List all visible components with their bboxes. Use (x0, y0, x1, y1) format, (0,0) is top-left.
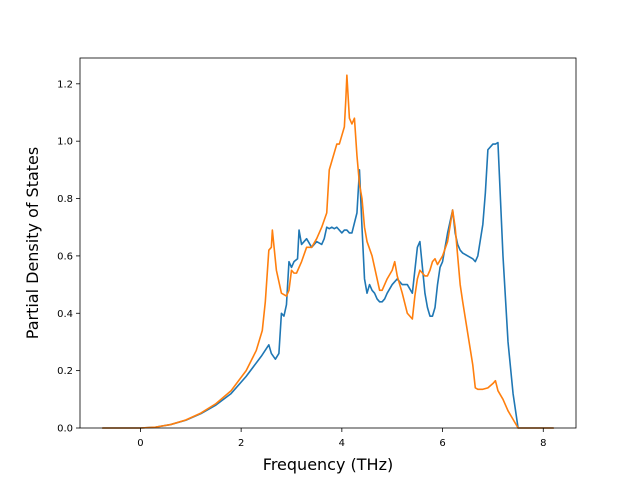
x-tick-label: 6 (439, 438, 445, 449)
y-tick-label: 0.0 (57, 424, 73, 435)
x-axis-title: Frequency (THz) (263, 455, 393, 474)
series-line-1 (101, 141, 555, 429)
series-layer (101, 74, 555, 429)
y-tick-label: 1.2 (57, 79, 73, 90)
series-line-2 (101, 74, 555, 429)
y-tick-label: 0.8 (57, 194, 73, 205)
x-tick-label: 2 (238, 438, 244, 449)
y-tick-label: 0.2 (57, 366, 73, 377)
x-tick-label: 8 (540, 438, 546, 449)
y-axis-title: Partial Density of States (23, 147, 42, 339)
x-tick-label: 4 (339, 438, 345, 449)
x-axis: 0 2 4 6 8 (137, 428, 546, 449)
x-tick-label: 0 (137, 438, 143, 449)
y-tick-label: 0.4 (57, 309, 73, 320)
plot-frame (79, 57, 577, 429)
y-tick-label: 0.6 (57, 251, 73, 262)
y-tick-label: 1.0 (57, 137, 73, 148)
y-axis: 0.0 0.2 0.4 0.6 0.8 1.0 1.2 (57, 79, 80, 435)
